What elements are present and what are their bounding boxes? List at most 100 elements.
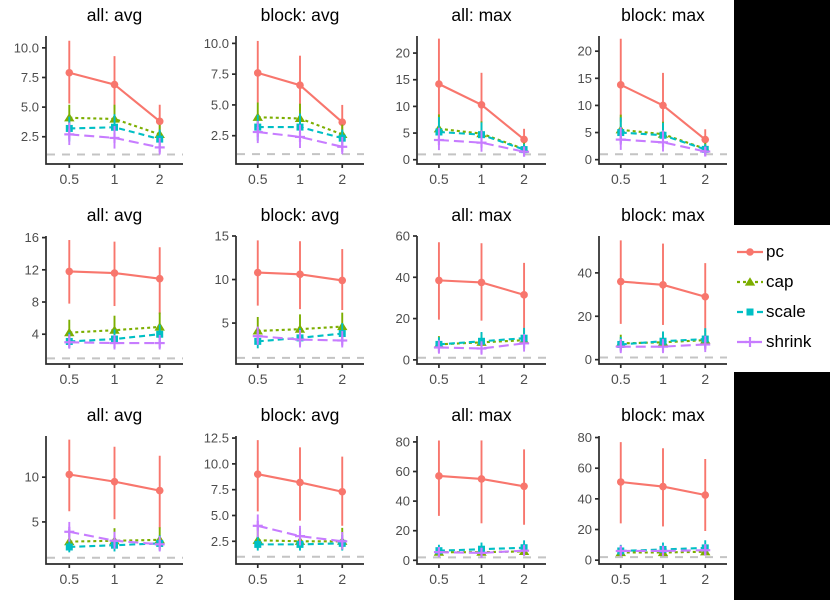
- chart-block-avg: block: avg 2.5 5.0 7.5 10.0 0.5 1 2: [204, 5, 364, 187]
- svg-text:4: 4: [32, 327, 39, 342]
- svg-text:20: 20: [578, 522, 592, 537]
- svg-text:0: 0: [403, 553, 410, 568]
- legend-label: pc: [766, 242, 784, 261]
- svg-text:1: 1: [111, 371, 119, 387]
- panel-r2-all-avg: all: avg 4 8 12 16 0.5 1 2: [0, 200, 190, 400]
- svg-text:1: 1: [111, 571, 119, 587]
- svg-text:0.5: 0.5: [611, 171, 631, 187]
- svg-text:8: 8: [32, 295, 39, 310]
- svg-text:0.5: 0.5: [429, 171, 449, 187]
- facet-grid: all: avg 2.5 5.0 7.5 10.0 0.5 1 2 block: avg 2.5…: [0, 0, 734, 600]
- panel-r3-all-avg: all: avg 5 10 0.5 1 2: [0, 400, 190, 600]
- svg-text:20: 20: [396, 523, 410, 538]
- legend-label: scale: [766, 302, 806, 321]
- svg-text:2: 2: [701, 371, 709, 387]
- svg-text:2.5: 2.5: [211, 534, 229, 549]
- svg-text:15: 15: [215, 229, 229, 244]
- svg-text:2: 2: [701, 571, 709, 587]
- svg-text:12.5: 12.5: [204, 431, 229, 446]
- svg-text:60: 60: [578, 461, 592, 476]
- svg-text:10: 10: [396, 99, 410, 114]
- svg-text:40: 40: [578, 491, 592, 506]
- svg-text:5.0: 5.0: [21, 100, 39, 115]
- svg-text:all: avg: all: avg: [87, 205, 142, 225]
- svg-text:5: 5: [222, 316, 229, 331]
- svg-text:all: max: all: max: [451, 405, 512, 425]
- panel-r1-all-max: all: max 0 5 10 15 20 0.5 1 2: [371, 0, 553, 200]
- chart-all-max: all: max 0 20 40 60 80 0.5 1 2: [396, 405, 546, 587]
- svg-text:15: 15: [578, 71, 592, 86]
- svg-text:1: 1: [111, 171, 119, 187]
- chart-all-avg: all: avg 2.5 5.0 7.5 10.0 0.5 1 2: [14, 5, 183, 187]
- svg-text:2: 2: [338, 371, 346, 387]
- svg-text:2: 2: [156, 571, 164, 587]
- svg-text:60: 60: [396, 229, 410, 244]
- panel-r3-block-max: block: max 0 20 40 60 80 0.5 1 2: [553, 400, 734, 600]
- svg-text:40: 40: [396, 270, 410, 285]
- chart-block-max: block: max 0 5 10 15 20 0.5 1 2: [578, 5, 727, 187]
- svg-text:80: 80: [578, 430, 592, 445]
- svg-text:0.5: 0.5: [248, 371, 268, 387]
- svg-text:2: 2: [156, 371, 164, 387]
- svg-text:0.5: 0.5: [611, 571, 631, 587]
- svg-text:all: avg: all: avg: [87, 5, 142, 25]
- svg-text:60: 60: [396, 464, 410, 479]
- svg-text:10.0: 10.0: [204, 456, 229, 471]
- legend-key-scale-icon: [737, 308, 763, 316]
- redaction-top-right-block: [734, 0, 830, 225]
- svg-text:1: 1: [478, 571, 486, 587]
- svg-text:0.5: 0.5: [60, 571, 80, 587]
- svg-text:20: 20: [396, 311, 410, 326]
- panel-r1-block-avg: block: avg 2.5 5.0 7.5 10.0 0.5 1 2: [190, 0, 371, 200]
- svg-text:block: avg: block: avg: [261, 405, 340, 425]
- svg-text:40: 40: [396, 494, 410, 509]
- chart-block-max: block: max 0 20 40 60 80 0.5 1 2: [578, 405, 727, 587]
- svg-text:10: 10: [25, 470, 39, 485]
- panel-r2-all-max: all: max 0 20 40 60 0.5 1 2: [371, 200, 553, 400]
- svg-text:all: avg: all: avg: [87, 405, 142, 425]
- svg-text:10: 10: [215, 272, 229, 287]
- svg-text:0.5: 0.5: [60, 371, 80, 387]
- svg-text:0.5: 0.5: [429, 571, 449, 587]
- legend-label: shrink: [766, 332, 812, 351]
- svg-text:2: 2: [520, 571, 528, 587]
- svg-text:0.5: 0.5: [248, 571, 268, 587]
- svg-text:20: 20: [396, 46, 410, 61]
- svg-text:16: 16: [25, 230, 39, 245]
- svg-text:1: 1: [659, 171, 667, 187]
- svg-text:2.5: 2.5: [211, 128, 229, 143]
- panel-r2-block-avg: block: avg 5 10 15 0.5 1 2: [190, 200, 371, 400]
- legend-entry-cap: cap: [736, 267, 830, 297]
- legend-label: cap: [766, 272, 794, 291]
- chart-block-max: block: max 0 20 40 0.5 1 2: [578, 205, 727, 387]
- panel-r3-block-avg: block: avg 2.5 5.0 7.5 10.0 12.5 0.5 1 2: [190, 400, 371, 600]
- legend-entry-pc: pc: [736, 237, 830, 267]
- svg-text:0: 0: [585, 553, 592, 568]
- chart-block-avg: block: avg 5 10 15 0.5 1 2: [215, 205, 364, 387]
- svg-text:5.0: 5.0: [211, 97, 229, 112]
- svg-text:block: avg: block: avg: [261, 5, 340, 25]
- svg-text:1: 1: [659, 571, 667, 587]
- svg-text:1: 1: [296, 571, 304, 587]
- svg-text:7.5: 7.5: [211, 482, 229, 497]
- svg-text:0.5: 0.5: [60, 171, 80, 187]
- svg-text:20: 20: [578, 309, 592, 324]
- legend-entry-shrink: shrink: [736, 327, 830, 357]
- panel-r1-block-max: block: max 0 5 10 15 20 0.5 1 2: [553, 0, 734, 200]
- svg-text:2: 2: [701, 171, 709, 187]
- svg-text:1: 1: [659, 371, 667, 387]
- chart-all-max: all: max 0 5 10 15 20 0.5 1 2: [396, 5, 546, 187]
- svg-text:2.5: 2.5: [21, 129, 39, 144]
- svg-text:0: 0: [585, 152, 592, 167]
- svg-text:10: 10: [578, 98, 592, 113]
- right-rail: pc cap scale shrink: [734, 0, 830, 600]
- svg-text:0.5: 0.5: [429, 371, 449, 387]
- svg-text:10.0: 10.0: [14, 40, 39, 55]
- svg-text:7.5: 7.5: [211, 67, 229, 82]
- svg-text:12: 12: [25, 262, 39, 277]
- svg-text:7.5: 7.5: [21, 70, 39, 85]
- svg-text:5: 5: [32, 514, 39, 529]
- svg-text:2: 2: [338, 171, 346, 187]
